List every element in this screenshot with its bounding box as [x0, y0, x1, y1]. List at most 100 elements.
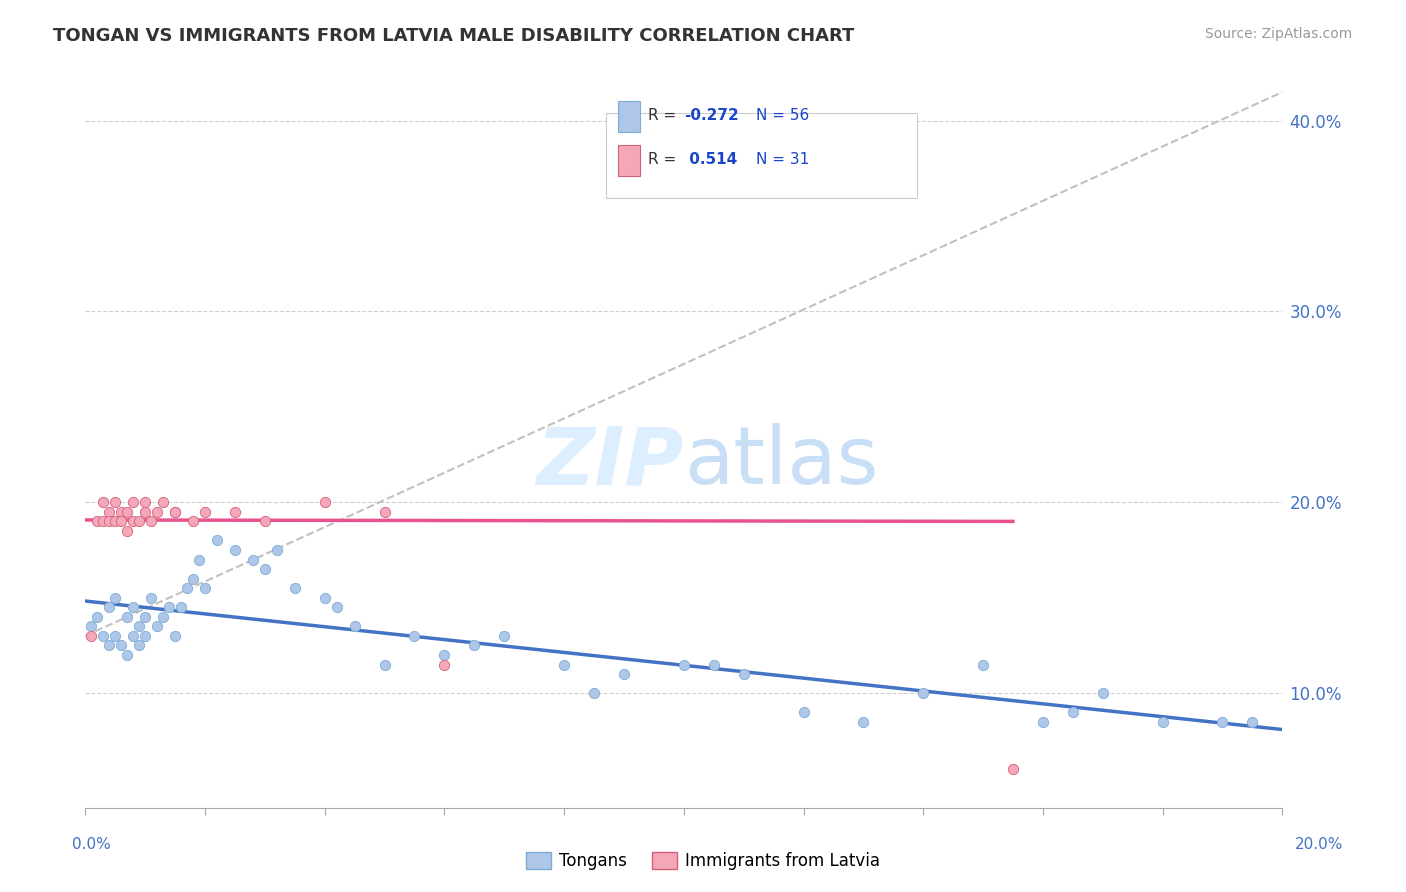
- Point: [122, 600, 145, 615]
- Bar: [619, 145, 640, 176]
- Point: [433, 648, 456, 662]
- Point: [1241, 714, 1264, 729]
- Point: [139, 591, 162, 605]
- Point: [157, 600, 180, 615]
- Point: [284, 581, 307, 595]
- Point: [852, 170, 875, 185]
- Point: [583, 686, 606, 700]
- Point: [139, 515, 162, 529]
- Text: 20.0%: 20.0%: [1295, 838, 1343, 852]
- Point: [912, 686, 935, 700]
- Point: [374, 505, 396, 519]
- Point: [104, 591, 127, 605]
- Text: R =: R =: [648, 108, 681, 123]
- Point: [128, 639, 150, 653]
- Point: [134, 609, 156, 624]
- Point: [115, 609, 138, 624]
- Point: [181, 572, 204, 586]
- Point: [165, 629, 187, 643]
- Point: [122, 515, 145, 529]
- Point: [98, 600, 121, 615]
- Point: [86, 609, 108, 624]
- Point: [104, 629, 127, 643]
- Text: N = 31: N = 31: [755, 153, 808, 167]
- Point: [672, 657, 695, 672]
- Point: [98, 515, 121, 529]
- Point: [194, 505, 217, 519]
- Point: [165, 505, 187, 519]
- Point: [122, 495, 145, 509]
- Point: [176, 581, 198, 595]
- Point: [463, 639, 485, 653]
- Point: [253, 515, 276, 529]
- Point: [91, 515, 114, 529]
- Point: [104, 515, 127, 529]
- Point: [494, 629, 516, 643]
- Point: [91, 495, 114, 509]
- Point: [1062, 705, 1084, 719]
- Point: [404, 629, 426, 643]
- Point: [86, 515, 108, 529]
- Point: [128, 619, 150, 633]
- Point: [115, 505, 138, 519]
- Point: [374, 657, 396, 672]
- Point: [852, 714, 875, 729]
- Point: [314, 591, 336, 605]
- Text: atlas: atlas: [683, 424, 879, 501]
- Point: [115, 648, 138, 662]
- Point: [146, 619, 169, 633]
- Text: N = 56: N = 56: [755, 108, 808, 123]
- Text: TONGAN VS IMMIGRANTS FROM LATVIA MALE DISABILITY CORRELATION CHART: TONGAN VS IMMIGRANTS FROM LATVIA MALE DI…: [53, 27, 855, 45]
- Point: [122, 629, 145, 643]
- Point: [972, 657, 994, 672]
- Point: [433, 657, 456, 672]
- Point: [792, 705, 814, 719]
- Point: [98, 505, 121, 519]
- Point: [1152, 714, 1174, 729]
- Point: [325, 600, 347, 615]
- FancyBboxPatch shape: [606, 113, 917, 198]
- Point: [224, 505, 246, 519]
- Point: [253, 562, 276, 576]
- Text: -0.272: -0.272: [683, 108, 738, 123]
- Point: [104, 495, 127, 509]
- Point: [205, 533, 228, 548]
- Point: [242, 552, 264, 566]
- Point: [703, 657, 725, 672]
- Point: [134, 505, 156, 519]
- Point: [181, 515, 204, 529]
- Point: [1032, 714, 1054, 729]
- Point: [110, 515, 132, 529]
- Point: [343, 619, 366, 633]
- Point: [1091, 686, 1114, 700]
- Point: [224, 543, 246, 558]
- Point: [733, 667, 755, 681]
- Point: [314, 495, 336, 509]
- Text: Source: ZipAtlas.com: Source: ZipAtlas.com: [1205, 27, 1353, 41]
- Point: [80, 629, 103, 643]
- Text: 0.514: 0.514: [683, 153, 737, 167]
- Point: [1001, 763, 1024, 777]
- Point: [266, 543, 288, 558]
- Point: [170, 600, 193, 615]
- Point: [110, 639, 132, 653]
- Point: [165, 505, 187, 519]
- Point: [110, 505, 132, 519]
- Point: [188, 552, 211, 566]
- Point: [98, 639, 121, 653]
- Text: ZIP: ZIP: [537, 424, 683, 501]
- Point: [91, 629, 114, 643]
- Point: [134, 629, 156, 643]
- Point: [152, 609, 174, 624]
- Point: [146, 505, 169, 519]
- Point: [128, 515, 150, 529]
- Bar: [619, 101, 640, 132]
- Legend: Tongans, Immigrants from Latvia: Tongans, Immigrants from Latvia: [519, 845, 887, 877]
- Point: [115, 524, 138, 538]
- Point: [194, 581, 217, 595]
- Text: 0.0%: 0.0%: [72, 838, 111, 852]
- Point: [613, 667, 636, 681]
- Text: R =: R =: [648, 153, 681, 167]
- Point: [80, 619, 103, 633]
- Point: [134, 495, 156, 509]
